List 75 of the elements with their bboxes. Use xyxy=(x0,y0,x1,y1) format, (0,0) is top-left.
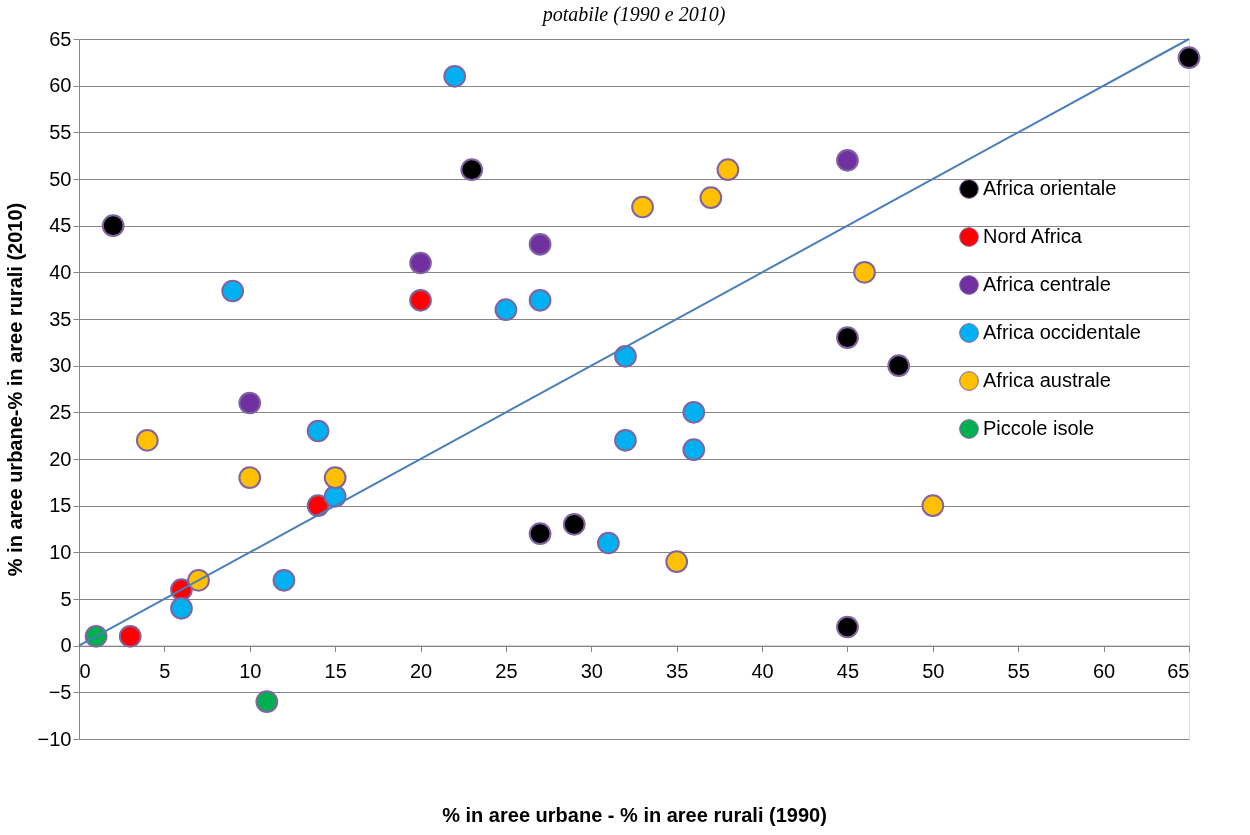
y-tick-label: 45 xyxy=(49,214,72,237)
legend-label: Africa orientale xyxy=(983,177,1117,199)
x-tick-label: 15 xyxy=(324,660,347,683)
y-tick-label: 30 xyxy=(49,354,72,377)
point xyxy=(631,195,654,219)
point xyxy=(101,214,125,238)
x-tick-label: 60 xyxy=(1092,660,1116,683)
legend-label: Piccole isole xyxy=(983,417,1095,439)
x-tick-label: 40 xyxy=(751,660,774,683)
point xyxy=(221,279,245,303)
point xyxy=(614,428,637,452)
x-tick-label: 25 xyxy=(495,660,518,683)
point xyxy=(699,186,723,210)
y-tick-label: −5 xyxy=(48,680,72,703)
point xyxy=(614,344,637,368)
point xyxy=(1177,46,1201,70)
point xyxy=(887,354,911,378)
x-axis-title: % in aree urbane - % in aree rurali (1990) xyxy=(442,803,827,826)
legend-label: Nord Africa xyxy=(983,225,1083,247)
point xyxy=(836,148,859,172)
y-tick-label: 40 xyxy=(49,260,72,283)
y-tick-label: 25 xyxy=(49,400,72,423)
point xyxy=(409,288,432,312)
point xyxy=(836,615,859,639)
y-tick-label: 55 xyxy=(49,120,72,143)
point xyxy=(528,522,552,546)
point xyxy=(118,624,142,648)
y-tick-label: 15 xyxy=(49,494,72,517)
point xyxy=(238,391,262,415)
point xyxy=(272,568,296,592)
point xyxy=(716,158,740,182)
x-tick-label: 45 xyxy=(836,660,860,683)
y-tick-label: 10 xyxy=(49,540,72,563)
point xyxy=(597,531,620,555)
point xyxy=(921,494,945,518)
point xyxy=(409,251,432,275)
point xyxy=(682,438,706,462)
point xyxy=(170,596,193,620)
y-axis-title: % in aree urbane-% in aree rurali (2010) xyxy=(3,202,26,577)
x-tick-label: 30 xyxy=(580,660,603,683)
point xyxy=(528,232,552,256)
x-tick-label: 65 xyxy=(1167,660,1190,683)
chart-title: potabile (1990 e 2010) xyxy=(540,3,726,26)
point xyxy=(238,466,262,490)
point xyxy=(443,64,467,88)
point xyxy=(255,690,279,714)
point xyxy=(682,400,706,424)
y-tick-label: 0 xyxy=(60,634,72,657)
x-tick-label: 10 xyxy=(239,660,262,683)
y-tick-label: 20 xyxy=(49,447,72,470)
point xyxy=(494,298,518,322)
point xyxy=(853,260,876,284)
x-tick-label: 0 xyxy=(79,660,91,683)
point xyxy=(323,466,347,490)
legend-label: Africa centrale xyxy=(983,273,1111,295)
y-tick-label: 65 xyxy=(49,27,72,50)
legend-label: Africa australe xyxy=(983,369,1111,391)
point xyxy=(306,419,330,443)
y-tick-label: −10 xyxy=(37,727,72,750)
x-tick-label: 5 xyxy=(159,660,171,683)
y-tick-label: 60 xyxy=(49,74,72,97)
y-tick-label: 50 xyxy=(49,167,72,190)
y-tick-label: 35 xyxy=(49,307,72,330)
x-tick-label: 35 xyxy=(666,660,689,683)
x-tick-label: 20 xyxy=(409,660,433,683)
point xyxy=(836,326,859,350)
point xyxy=(460,158,484,182)
x-tick-label: 55 xyxy=(1007,660,1030,683)
point xyxy=(562,512,586,536)
point xyxy=(528,288,552,312)
legend-label: Africa occidentale xyxy=(983,321,1141,343)
point xyxy=(135,428,159,452)
point xyxy=(665,550,689,574)
x-tick-label: 50 xyxy=(922,660,945,683)
y-tick-label: 5 xyxy=(60,587,72,610)
